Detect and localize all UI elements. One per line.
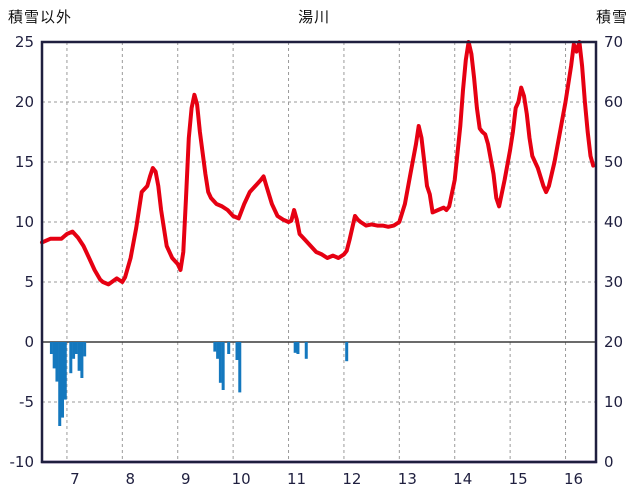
precip-bars-bar: [345, 342, 349, 362]
precip-bars-bar: [293, 342, 297, 353]
precip-bars-bar: [77, 342, 81, 371]
right-axis-tick: 60: [604, 93, 623, 111]
x-axis-tick: 11: [287, 470, 306, 488]
precip-bars-bar: [235, 342, 239, 360]
precip-bars-bar: [218, 342, 222, 383]
x-axis-tick: 13: [398, 470, 417, 488]
precip-bars-bar: [238, 342, 242, 393]
right-axis-tick: 20: [604, 333, 623, 351]
precip-bars-bar: [52, 342, 56, 369]
precip-bars-bar: [72, 342, 76, 359]
left-axis-tick: 0: [24, 333, 34, 351]
right-axis-tick: 50: [604, 153, 623, 171]
right-axis-tick: 30: [604, 273, 623, 291]
precip-bars-bar: [216, 342, 220, 359]
left-axis-title: 積雪以外: [8, 8, 73, 26]
left-axis-tick: -10: [10, 453, 35, 471]
precip-bars-bar: [69, 342, 73, 374]
x-axis-tick: 12: [342, 470, 361, 488]
precip-bars-bar: [58, 342, 62, 426]
left-axis-tick: 20: [15, 93, 34, 111]
left-axis-tick: 15: [15, 153, 34, 171]
precip-bars-bar: [60, 342, 64, 418]
precip-bars-bar: [83, 342, 87, 357]
precip-bars-bar: [227, 342, 231, 354]
x-axis-tick: 15: [509, 470, 528, 488]
temperature-line: [40, 40, 596, 287]
right-axis-tick: 40: [604, 213, 623, 231]
left-axis-tick: 25: [15, 33, 34, 51]
precip-bars-bar: [55, 342, 59, 382]
precip-bars-bar: [80, 342, 84, 378]
precip-bars-bar: [221, 342, 225, 390]
precip-bars-bar: [74, 342, 78, 354]
right-axis-tick: 10: [604, 393, 623, 411]
chart-title: 湯川: [298, 8, 331, 26]
x-axis-tick: 7: [70, 470, 80, 488]
x-axis-tick: 9: [181, 470, 191, 488]
right-axis-tick: 70: [604, 33, 623, 51]
precip-bars-bar: [296, 342, 300, 354]
left-axis-tick: 5: [24, 273, 34, 291]
precip-bars-bar: [304, 342, 308, 359]
x-axis-tick: 8: [126, 470, 136, 488]
precip-bars-bar: [63, 342, 67, 400]
precip-bars-bar: [213, 342, 217, 352]
x-axis-tick: 10: [232, 470, 251, 488]
x-axis-tick: 16: [564, 470, 583, 488]
left-axis-tick: 10: [15, 213, 34, 231]
x-axis-tick: 14: [453, 470, 472, 488]
right-axis-title: 積雪: [595, 8, 628, 26]
precip-bars-bar: [49, 342, 53, 354]
right-axis-tick: 0: [604, 453, 614, 471]
plot-border: [40, 40, 598, 464]
left-axis-tick: -5: [19, 393, 34, 411]
